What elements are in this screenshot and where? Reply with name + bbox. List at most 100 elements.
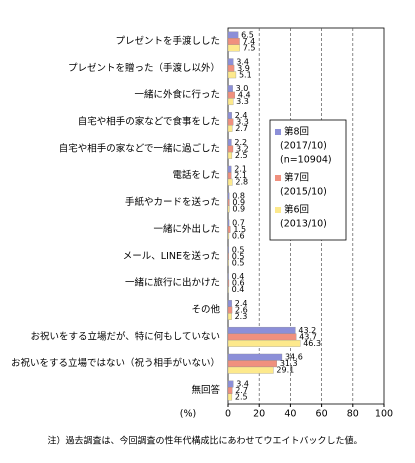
x-axis-label: (%) [180,409,196,420]
value-label: 5.1 [239,70,252,79]
bar [227,380,234,388]
bar [227,118,234,126]
bar [227,205,230,213]
y-tick-label: お祝いをする立場ではない（祝う相手がいない） [11,357,220,369]
value-label: 0.6 [232,279,245,288]
bar [227,273,229,281]
value-label: 7.4 [243,37,256,46]
legend-label: 第6回 [284,204,309,216]
value-label: 2.8 [235,178,248,187]
bar [227,199,230,206]
value-label: 3.3 [236,97,249,106]
bar [227,300,232,307]
bar [227,71,237,79]
value-label: 0.5 [232,245,245,254]
bar [227,31,239,39]
value-label: 2.5 [235,151,248,160]
value-label: 46.3 [303,339,321,348]
value-label: 1.5 [233,225,246,234]
x-tick-label: 80 [347,409,359,420]
y-tick-label: メール、LINEを送った [123,250,220,262]
bar [227,58,234,66]
bar [227,44,240,52]
value-label: 0.6 [232,231,245,240]
value-label: 2.4 [235,111,248,120]
bar [227,112,232,119]
value-label: 0.9 [232,205,245,214]
y-tick-label: プレゼントを贈った（手渡し以外） [68,62,220,74]
value-label: 2.4 [235,299,248,308]
bar [227,192,230,200]
footnote: 注）過去調査は、今回調査の性年代構成比にあわせてウエイトバックした値。 [47,435,362,447]
legend-swatch [275,175,281,181]
y-tick-label: 一緒に旅行に出かけた [125,277,220,289]
legend-period: (2015/10) [280,187,327,198]
bar [227,339,301,347]
value-label: 2.7 [235,386,248,395]
x-tick-label: 20 [253,409,265,420]
value-label: 2.3 [235,312,248,321]
y-tick-label: 無回答 [191,384,220,396]
value-label: 3.4 [236,57,249,66]
bar [227,366,274,374]
value-label: 43.7 [299,332,317,341]
value-label: 3.3 [236,118,249,127]
legend-period: (2017/10) [280,141,327,152]
bar [227,252,229,260]
legend-label: 第8回 [284,126,309,138]
value-label: 2.7 [235,124,248,133]
bar [227,145,234,153]
y-tick-label: 自宅や相手の家などで食事をした [78,116,220,128]
value-label: 31.3 [280,359,298,368]
value-label: 29.1 [276,366,294,375]
y-tick-label: 自宅や相手の家などで一緒に過ごした [59,142,220,154]
legend-box [269,119,347,241]
value-label: 3.2 [236,144,249,153]
value-label: 7.5 [243,43,256,52]
legend-sample: (n=10904) [280,155,332,166]
value-label: 2.5 [235,393,248,402]
value-label: 0.9 [232,198,245,207]
bar [227,353,283,361]
bar [227,326,296,334]
value-label: 0.5 [232,258,245,267]
bar [227,64,235,72]
value-label: 2.2 [234,138,247,147]
value-label: 4.4 [238,91,251,100]
x-tick-label: 60 [316,409,328,420]
legend-label: 第7回 [284,172,309,184]
value-label: 2.1 [234,165,247,174]
value-label: 2.6 [235,306,248,315]
value-label: 34.6 [285,353,303,362]
bar [227,125,233,132]
y-tick-label: プレゼントを手渡しした [115,35,220,47]
bar [227,226,231,233]
bar [227,333,297,341]
legend-swatch [275,129,281,135]
bar [227,387,233,394]
bar [227,98,234,106]
value-label: 0.8 [232,192,245,201]
bar [227,306,233,314]
y-tick-label: 一緒に外出した [153,223,220,235]
bar [227,91,236,99]
y-tick-label: その他 [191,304,220,316]
value-label: 3.0 [236,84,249,93]
x-tick-label: 40 [284,409,296,420]
bar [227,85,233,93]
bar [227,138,232,146]
value-label: 3.9 [237,64,250,73]
bar [227,313,232,320]
legend-swatch [275,207,281,213]
bar [227,286,229,294]
value-label: 6.5 [241,30,254,39]
value-label: 0.4 [232,285,245,294]
bar [227,360,277,368]
bar [227,246,229,254]
value-label: 0.7 [232,218,245,227]
value-label: 0.5 [232,252,245,261]
bar [227,178,233,186]
bar [227,232,230,240]
bar [227,279,230,287]
